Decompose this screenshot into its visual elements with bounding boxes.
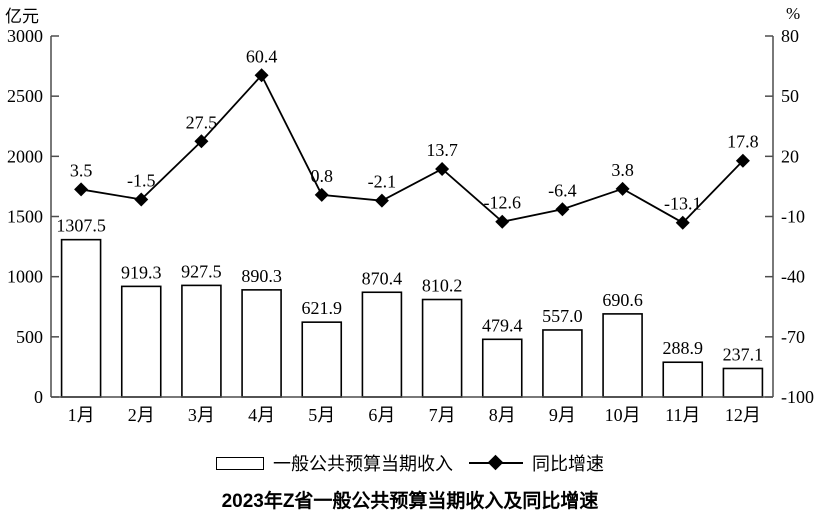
left-axis-tick-label: 2500 xyxy=(7,86,43,106)
x-axis-category-label: 1月 xyxy=(68,405,95,425)
bar-value-label: 870.4 xyxy=(362,268,403,288)
bar-value-label: 621.9 xyxy=(302,298,343,318)
diamond-marker-7月 xyxy=(435,161,450,176)
diamond-marker-10月 xyxy=(615,181,630,196)
bar-8月 xyxy=(481,338,523,398)
bar-1月 xyxy=(60,238,102,398)
legend-bar-label: 一般公共预算当期收入 xyxy=(273,454,453,474)
bar-value-label: 1307.5 xyxy=(56,216,106,236)
bar-value-label: 479.4 xyxy=(482,315,523,335)
x-axis-category-label: 4月 xyxy=(248,405,275,425)
right-axis-tick-label: -70 xyxy=(781,327,805,347)
right-axis-tick-label: -10 xyxy=(781,207,805,227)
bar-value-label: 890.3 xyxy=(241,266,282,286)
bar-value-label: 810.2 xyxy=(422,276,463,296)
line-value-label: -13.1 xyxy=(664,194,702,214)
line-value-label: -1.5 xyxy=(127,170,156,190)
left-axis-tick-label: 0 xyxy=(34,387,43,407)
diamond-marker-3月 xyxy=(194,134,209,149)
line-value-label: 0.8 xyxy=(311,166,334,186)
bar-10月 xyxy=(602,313,643,398)
line-value-label: -6.4 xyxy=(548,180,577,200)
line-value-label: -12.6 xyxy=(484,193,522,213)
diamond-marker-2月 xyxy=(134,192,149,207)
right-axis-tick-label: -40 xyxy=(781,267,805,287)
bar-3月 xyxy=(181,284,222,398)
bar-value-label: 557.0 xyxy=(542,306,583,326)
left-axis-tick-label: 1500 xyxy=(7,207,43,227)
x-axis-category-label: 7月 xyxy=(429,405,456,425)
legend-line-label: 同比增速 xyxy=(532,454,604,474)
x-axis-category-label: 2月 xyxy=(128,405,155,425)
x-axis-category-label: 3月 xyxy=(188,405,215,425)
bar-7月 xyxy=(421,298,463,398)
diamond-marker-4月 xyxy=(254,68,269,83)
bar-value-label: 237.1 xyxy=(723,344,764,364)
right-axis-tick-label: 20 xyxy=(781,146,799,166)
x-axis-category-label: 9月 xyxy=(549,405,576,425)
diamond-marker-11月 xyxy=(675,215,690,230)
left-axis-tick-label: 500 xyxy=(16,327,43,347)
line-value-label: 3.5 xyxy=(70,160,93,180)
legend-diamond-marker-icon xyxy=(487,454,504,471)
bar-value-label: 927.5 xyxy=(181,261,222,281)
bar-4月 xyxy=(241,289,282,398)
bar-value-label: 288.9 xyxy=(663,338,704,358)
legend: 一般公共预算当期收入 同比增速 xyxy=(0,450,820,476)
diamond-marker-1月 xyxy=(74,182,89,197)
growth-line xyxy=(80,73,744,224)
bar-6月 xyxy=(361,291,403,398)
legend-bar-swatch-icon xyxy=(216,456,264,470)
combo-bar-line-chart: 3000 80 2500 50 2000 20 1500 -10 1000 -40 500 -70 0 -… xyxy=(7,26,814,425)
line-value-label: 13.7 xyxy=(426,140,458,160)
right-axis-tick-label: -100 xyxy=(781,387,814,407)
x-axis-category-label: 12月 xyxy=(725,405,761,425)
x-axis-category-label: 5月 xyxy=(308,405,335,425)
diamond-marker-6月 xyxy=(374,193,389,208)
x-axis-category-label: 6月 xyxy=(368,405,395,425)
diamond-marker-9月 xyxy=(555,202,570,217)
diamond-marker-12月 xyxy=(735,153,750,168)
bar-2月 xyxy=(120,285,162,398)
left-axis-tick-label: 3000 xyxy=(7,26,43,46)
legend-line-swatch-icon xyxy=(469,454,523,471)
x-axis-category-label: 8月 xyxy=(489,405,516,425)
bar-5月 xyxy=(301,321,343,398)
line-value-label: 3.8 xyxy=(611,160,634,180)
bar-11月 xyxy=(662,361,704,398)
left-axis-tick-label: 1000 xyxy=(7,267,43,287)
line-value-label: 17.8 xyxy=(727,132,759,152)
diamond-marker-8月 xyxy=(495,214,510,229)
right-axis-unit-label: % xyxy=(786,4,801,23)
right-axis-tick-label: 80 xyxy=(781,26,799,46)
x-axis-category-label: 10月 xyxy=(605,405,641,425)
left-axis-tick-label: 2000 xyxy=(7,146,43,166)
right-axis-tick-label: 50 xyxy=(781,86,799,106)
x-axis-category-label: 11月 xyxy=(665,405,700,425)
diamond-marker-5月 xyxy=(314,187,329,202)
line-value-label: -2.1 xyxy=(368,172,397,192)
bar-value-label: 919.3 xyxy=(121,262,162,282)
line-value-label: 60.4 xyxy=(246,46,278,66)
chart-title: 2023年Z省一般公共预算当期收入及同比增速 xyxy=(221,491,599,512)
line-value-label: 27.5 xyxy=(186,112,218,132)
bar-12月 xyxy=(722,367,764,398)
bar-value-label: 690.6 xyxy=(602,290,643,310)
left-axis-unit-label: 亿元 xyxy=(5,7,39,26)
bar-9月 xyxy=(542,329,583,398)
